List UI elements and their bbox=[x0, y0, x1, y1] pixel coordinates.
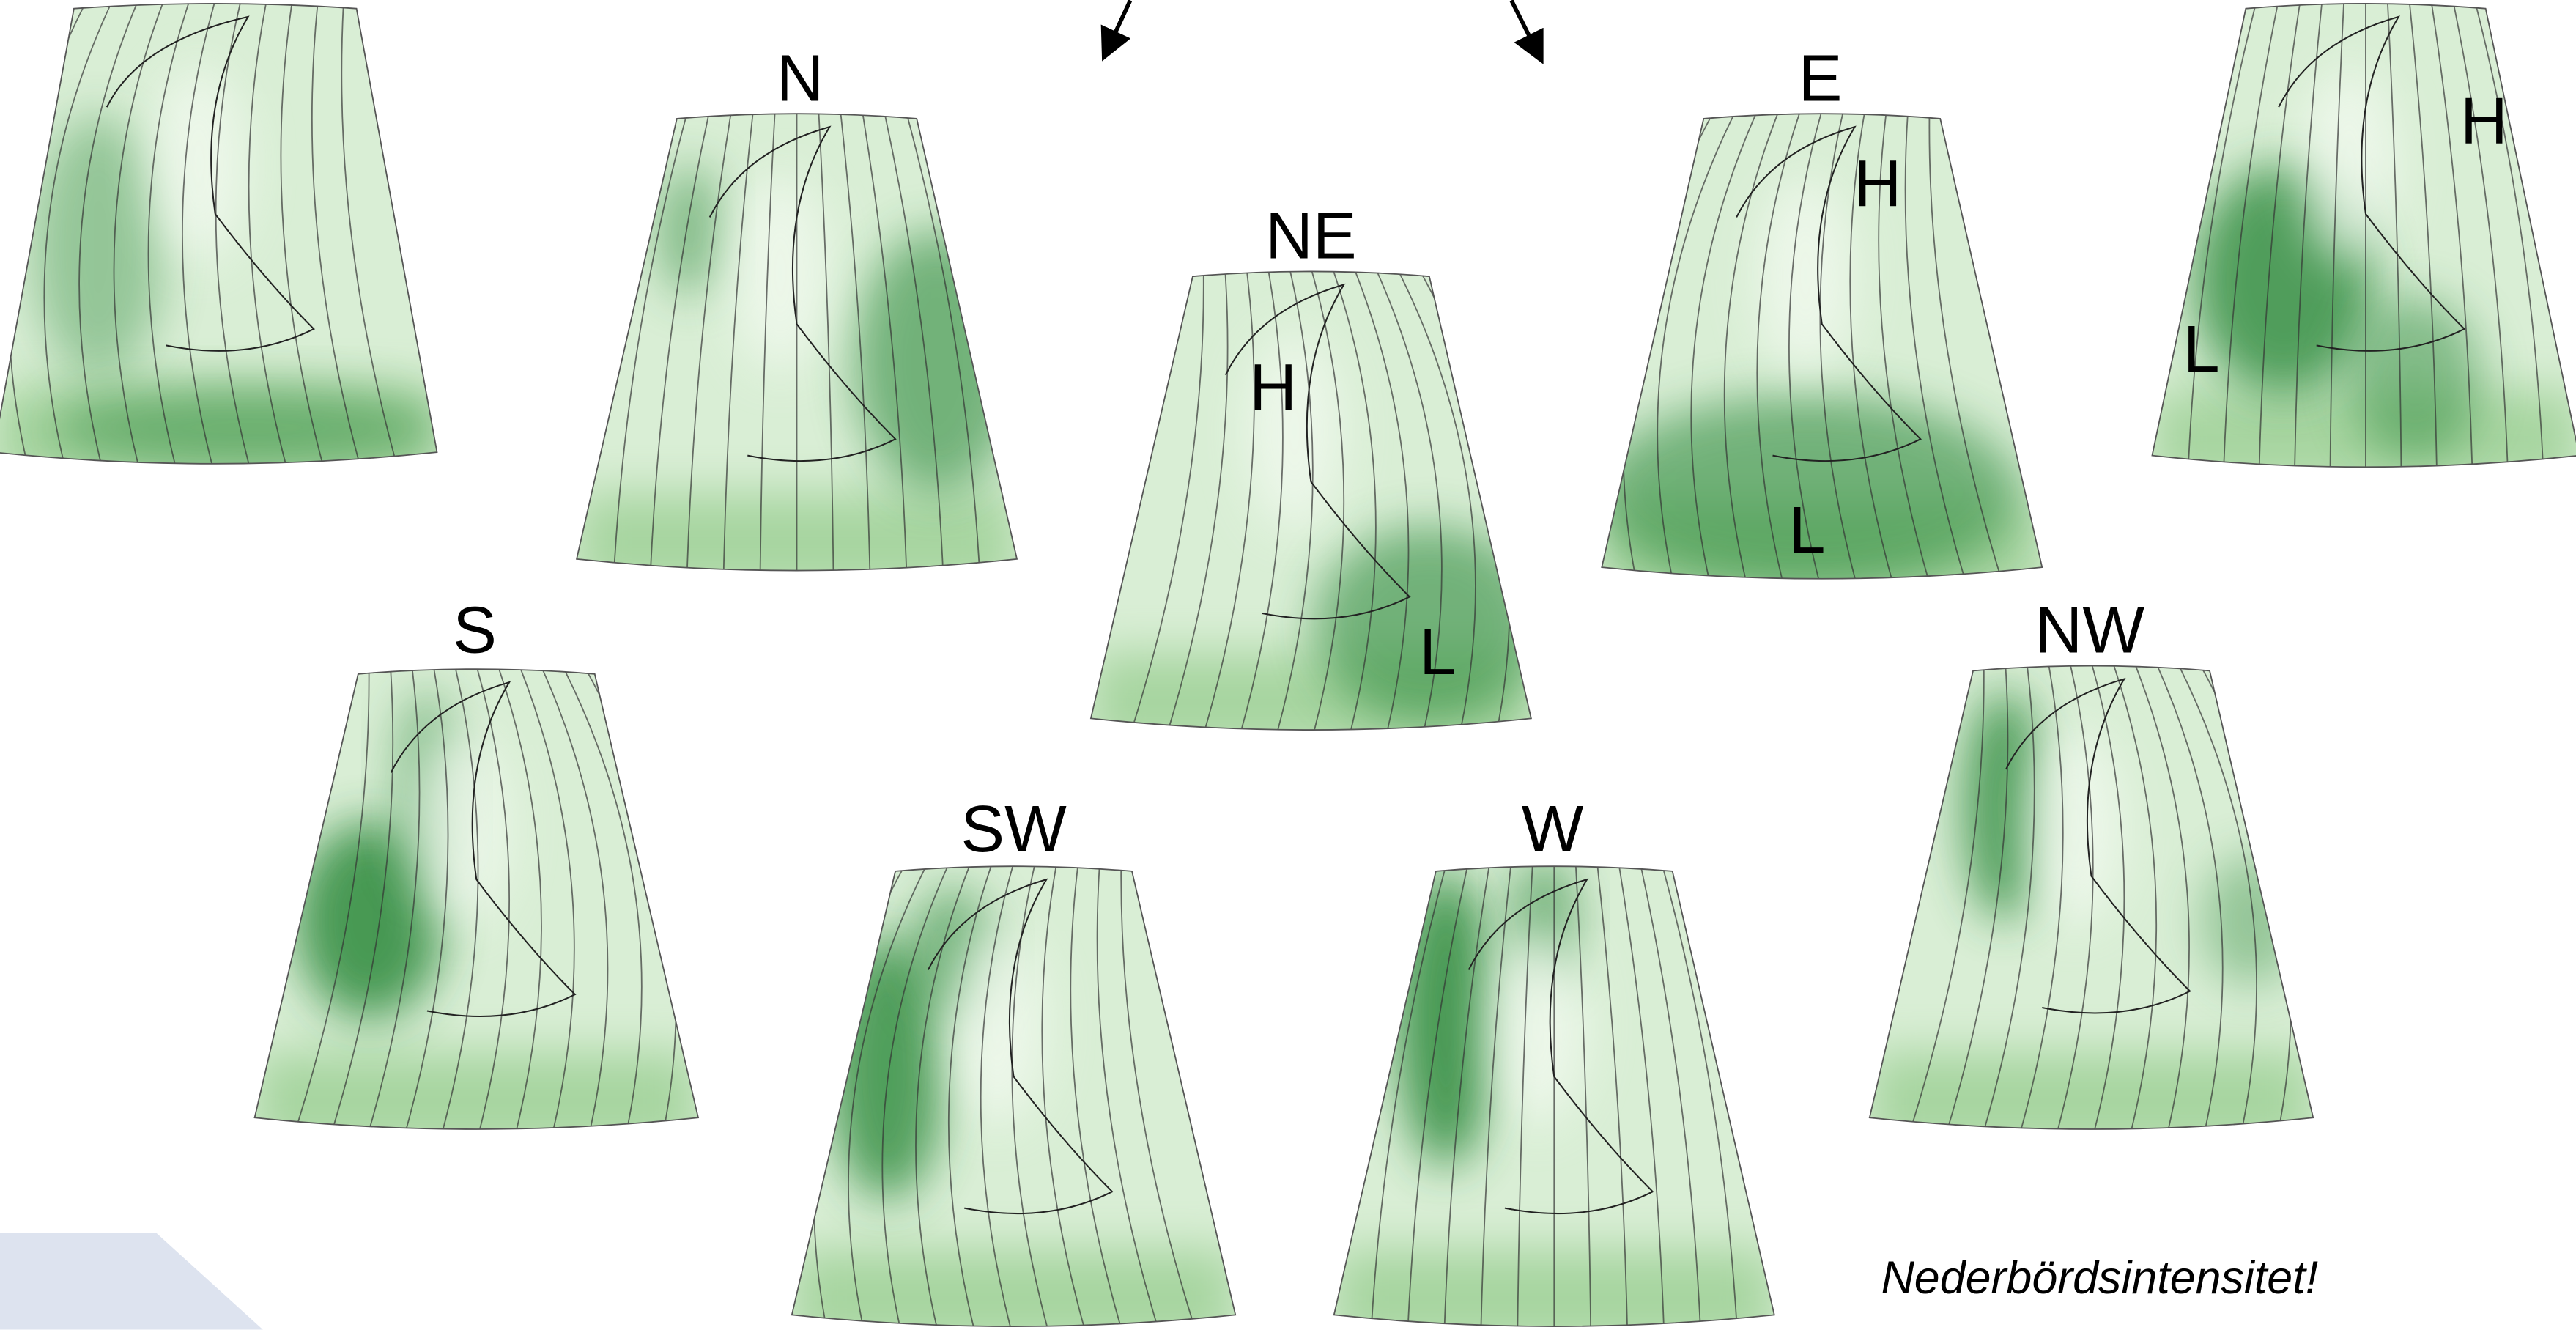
panel-label: E bbox=[1799, 42, 1843, 115]
map-panel bbox=[2152, 0, 2576, 488]
precip-area bbox=[1396, 871, 1495, 1167]
precip-area bbox=[33, 115, 164, 378]
dry-area bbox=[1756, 177, 1855, 374]
pressure-marker: L bbox=[1419, 616, 1456, 689]
map-panel bbox=[1091, 268, 1544, 751]
dry-area bbox=[2300, 67, 2399, 264]
arrow bbox=[1109, 0, 1130, 46]
panel-label: W bbox=[1522, 793, 1584, 866]
precip-area bbox=[2350, 296, 2481, 460]
precip-area bbox=[657, 165, 723, 296]
arrow bbox=[1511, 0, 1536, 49]
panel-label: SW bbox=[961, 793, 1067, 866]
pressure-marker: L bbox=[2183, 313, 2220, 386]
corner-shape bbox=[0, 1233, 263, 1329]
pressure-marker: H bbox=[2460, 85, 2508, 158]
map-panel bbox=[792, 863, 1235, 1330]
map-panel bbox=[1334, 854, 1774, 1330]
map-shade bbox=[792, 1249, 1235, 1330]
dry-area bbox=[1489, 928, 1588, 1125]
panel-label: NE bbox=[1265, 200, 1357, 273]
map-panel bbox=[255, 666, 698, 1150]
dry-area bbox=[2026, 728, 2125, 926]
panel-label: S bbox=[453, 594, 497, 668]
note: Nederbördsintensitet! bbox=[1881, 1252, 2318, 1304]
map-panel bbox=[1870, 662, 2313, 1150]
pressure-marker: H bbox=[1249, 351, 1297, 424]
precip-area bbox=[854, 230, 1018, 493]
map-panel bbox=[0, 0, 443, 484]
dry-area bbox=[411, 731, 510, 928]
dry-area bbox=[948, 928, 1047, 1125]
map-panel bbox=[577, 111, 1018, 592]
panel-label: NW bbox=[2035, 594, 2145, 668]
pressure-marker: H bbox=[1854, 147, 1902, 221]
slide: Nederbördsintensitet! NNEHLEHLHLSSWWNW bbox=[0, 0, 2576, 1330]
panel-label: N bbox=[777, 42, 824, 115]
dry-area bbox=[731, 174, 830, 372]
pressure-marker: L bbox=[1789, 494, 1826, 567]
